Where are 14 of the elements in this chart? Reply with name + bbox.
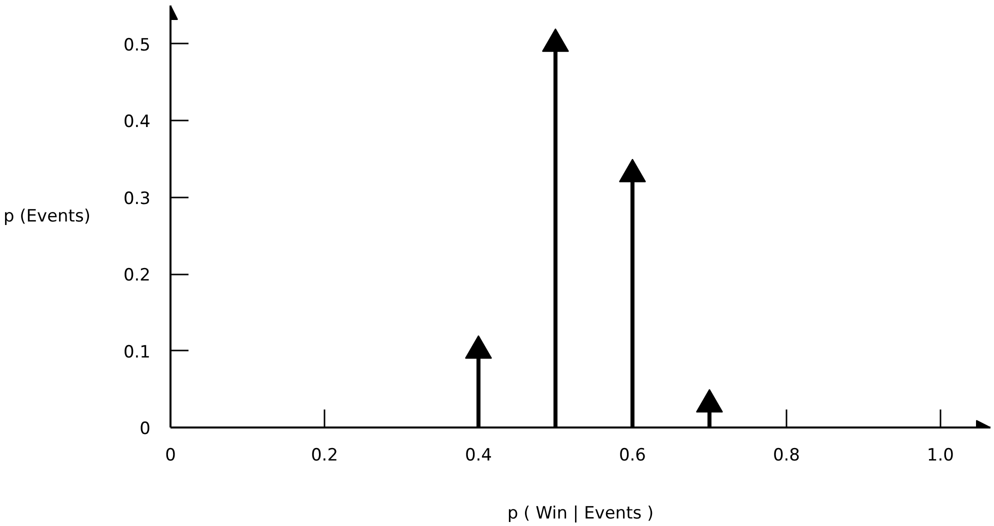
y-tick-label: 0.2 — [123, 266, 151, 286]
y-tick-label: 0.4 — [123, 112, 151, 132]
x-tick-label: 0 — [165, 446, 176, 466]
x-axis-title: p ( Win | Events ) — [507, 504, 654, 524]
y-tick-label: 0 — [140, 419, 151, 439]
x-tick-label: 0.2 — [310, 446, 338, 466]
y-tick-label: 0.1 — [123, 342, 151, 362]
x-tick-label: 1.0 — [926, 446, 954, 466]
y-tick-label: 0.5 — [123, 35, 151, 56]
y-axis-title: p (Events) — [3, 206, 90, 226]
x-tick-label: 0.4 — [464, 446, 492, 466]
y-tick-label: 0.3 — [123, 188, 151, 209]
x-tick-label: 0.6 — [618, 446, 646, 466]
x-tick-label: 0.8 — [772, 446, 800, 466]
